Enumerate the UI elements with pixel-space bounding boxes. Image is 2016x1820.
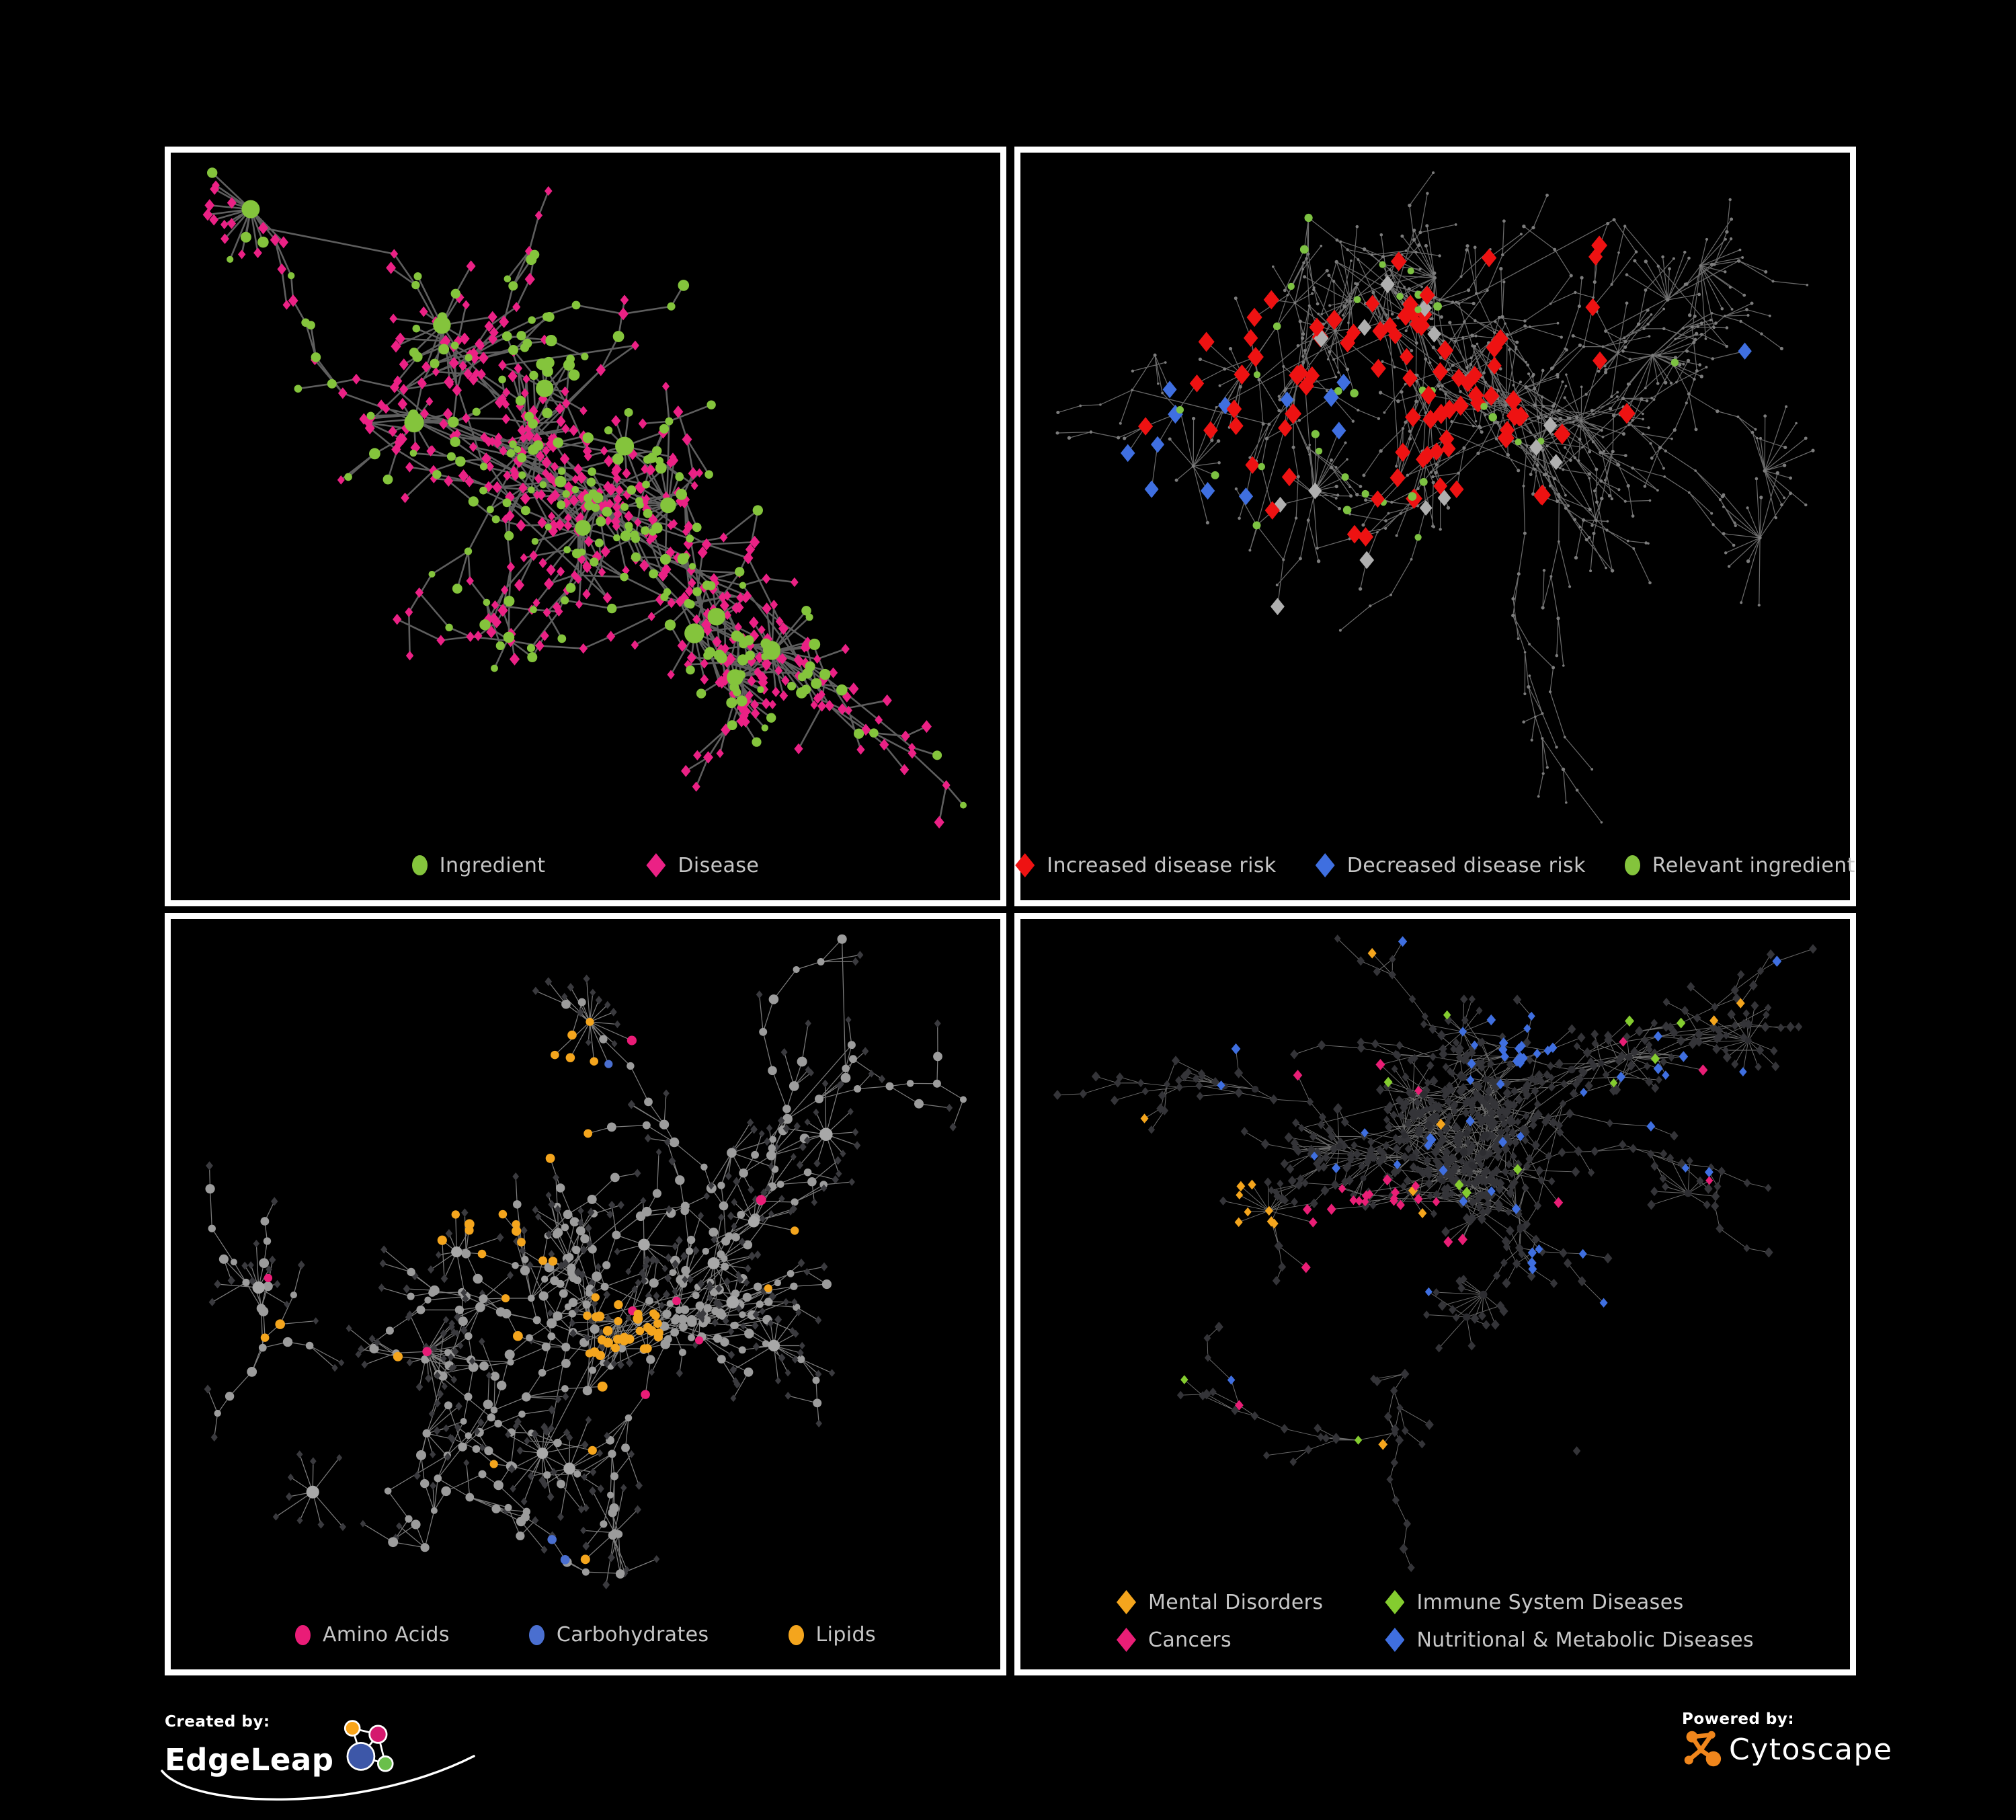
- legend-label: Decreased disease risk: [1346, 853, 1586, 877]
- edgeleap-logo-icon: [344, 1720, 395, 1772]
- edgeleap-swoosh-icon: [161, 1755, 475, 1801]
- legend-item: Increased disease risk: [1015, 853, 1276, 877]
- edgeleap-node-blue: [347, 1742, 376, 1771]
- created-by-label: Created by:: [165, 1713, 270, 1731]
- legend-swatch-diamond: [1315, 853, 1335, 877]
- legend: Mental Disorders Immune System Diseases Ca…: [1020, 1590, 1850, 1652]
- legend-swatch-circle: [788, 1624, 804, 1645]
- created-by-block: Created by: EdgeLeap: [161, 1713, 487, 1814]
- legend-swatch-diamond: [1385, 1590, 1405, 1614]
- legend-label: Nutritional & Metabolic Diseases: [1416, 1628, 1754, 1652]
- legend-swatch-circle: [294, 1624, 311, 1645]
- edgeleap-node-pink: [368, 1725, 388, 1744]
- edgeleap-node-orange: [344, 1720, 361, 1737]
- legend-label: Disease: [678, 853, 760, 877]
- legend-label: Cancers: [1147, 1628, 1232, 1652]
- disease-class-network-graph: [1053, 935, 1817, 1573]
- legend-label: Increased disease risk: [1047, 853, 1277, 877]
- legend-swatch-circle: [1624, 855, 1640, 875]
- legend-swatch-diamond: [1385, 1628, 1405, 1652]
- legend-label: Ingredient: [439, 853, 546, 877]
- cytoscape-logo-icon: [1684, 1731, 1722, 1767]
- legend-swatch-circle: [411, 855, 428, 875]
- legend: Amino Acids Carbohydrates Lipids: [171, 1623, 1000, 1647]
- legend-swatch-diamond: [1015, 853, 1035, 877]
- legend-item: Nutritional & Metabolic Diseases: [1385, 1628, 1754, 1652]
- legend-item: Lipids: [788, 1623, 877, 1647]
- legend: Ingredient Disease: [171, 853, 1000, 877]
- legend-item: Disease: [646, 853, 759, 877]
- panel-disease-classes: Mental Disorders Immune System Diseases Ca…: [1014, 913, 1856, 1675]
- edgeleap-node-green: [377, 1755, 395, 1772]
- legend-item: Ingredient: [411, 853, 546, 877]
- legend-item: Mental Disorders: [1116, 1590, 1324, 1614]
- edgeleap-brand: EdgeLeap: [165, 1741, 334, 1778]
- powered-by-label: Powered by:: [1682, 1710, 1795, 1728]
- legend-swatch-diamond: [1116, 1590, 1136, 1614]
- legend-item: Amino Acids: [294, 1623, 450, 1647]
- legend-swatch-diamond: [1116, 1628, 1136, 1652]
- legend-label: Immune System Diseases: [1416, 1590, 1684, 1614]
- legend-label: Relevant ingredient: [1652, 853, 1855, 877]
- legend-item: Carbohydrates: [528, 1623, 709, 1647]
- panel-nutrient-classes: Amino Acids Carbohydrates Lipids: [165, 913, 1006, 1675]
- legend-item: Immune System Diseases: [1385, 1590, 1754, 1614]
- legend-label: Carbohydrates: [556, 1623, 709, 1647]
- legend-swatch-diamond: [646, 853, 666, 877]
- powered-by-block: Powered by: Cytoscape: [1682, 1710, 1971, 1791]
- legend: Increased disease risk Decreased disease …: [1015, 853, 1855, 877]
- disease-risk-network-graph: [1055, 171, 1815, 824]
- legend-label: Lipids: [815, 1623, 877, 1647]
- legend-label: Mental Disorders: [1147, 1590, 1324, 1614]
- legend-item: Relevant ingredient: [1624, 853, 1855, 877]
- cytoscape-brand: Cytoscape: [1729, 1732, 1893, 1767]
- legend-swatch-circle: [528, 1624, 545, 1645]
- nutrient-class-network-graph: [204, 934, 967, 1589]
- legend-item: Decreased disease risk: [1315, 853, 1586, 877]
- ingredient-disease-network-graph: [202, 167, 967, 829]
- legend-label: Amino Acids: [322, 1623, 450, 1647]
- panel-ingredient-disease: Ingredient Disease: [165, 147, 1006, 906]
- panel-disease-risk: Increased disease risk Decreased disease …: [1014, 147, 1856, 906]
- legend-item: Cancers: [1116, 1628, 1323, 1652]
